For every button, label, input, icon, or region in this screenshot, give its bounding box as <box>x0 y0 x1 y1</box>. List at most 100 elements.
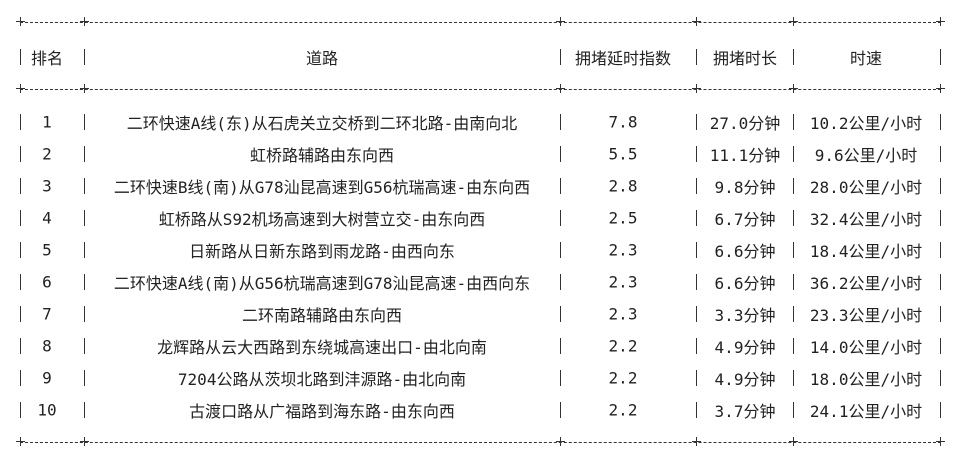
cell-road: 虹桥路辅路由东向西 <box>249 146 395 165</box>
column-separator <box>793 146 794 162</box>
border-corner <box>556 84 565 93</box>
cell-road: 二环南路辅路由东向西 <box>241 306 403 325</box>
cell-speed: 24.1公里/小时 <box>809 402 923 421</box>
cell-delay-index: 7.8 <box>608 112 638 132</box>
cell-rank: 3 <box>42 176 52 196</box>
column-separator <box>20 49 21 65</box>
table-border-line <box>20 22 941 23</box>
cell-rank: 1 <box>42 112 52 132</box>
column-separator <box>20 370 21 386</box>
header-speed: 时速 <box>849 49 883 68</box>
border-corner <box>936 437 945 446</box>
cell-road: 日新路从日新东路到雨龙路-由西向东 <box>189 242 455 261</box>
cell-delay-index: 2.2 <box>608 368 638 388</box>
cell-speed: 18.0公里/小时 <box>809 370 923 389</box>
column-separator <box>793 306 794 322</box>
cell-road: 二环快速A线(南)从G56杭瑞高速到G78汕昆高速-由西向东 <box>113 274 531 293</box>
cell-duration: 6.7分钟 <box>714 210 776 229</box>
column-separator <box>84 114 85 130</box>
border-corner <box>936 84 945 93</box>
cell-delay-index: 2.3 <box>608 304 638 324</box>
cell-speed: 9.6公里/小时 <box>814 146 918 165</box>
cell-duration: 6.6分钟 <box>714 274 776 293</box>
column-separator <box>560 146 561 162</box>
column-separator <box>696 274 697 290</box>
column-separator <box>793 210 794 226</box>
cell-road: 古渡口路从广福路到海东路-由东向西 <box>189 402 455 421</box>
border-corner <box>789 17 798 26</box>
cell-rank: 5 <box>42 240 52 260</box>
column-separator <box>793 402 794 418</box>
cell-duration: 4.9分钟 <box>714 338 776 357</box>
cell-road: 龙辉路从云大西路到东绕城高速出口-由北向南 <box>157 338 487 357</box>
column-separator <box>696 242 697 258</box>
border-corner <box>80 84 89 93</box>
column-separator <box>560 114 561 130</box>
border-corner <box>789 437 798 446</box>
cell-speed: 32.4公里/小时 <box>809 210 923 229</box>
column-separator <box>793 274 794 290</box>
table-border-line <box>20 442 941 443</box>
column-separator <box>560 178 561 194</box>
column-separator <box>560 210 561 226</box>
cell-duration: 3.7分钟 <box>714 402 776 421</box>
cell-speed: 28.0公里/小时 <box>809 178 923 197</box>
column-separator <box>940 274 941 290</box>
border-corner <box>692 84 701 93</box>
cell-speed: 36.2公里/小时 <box>809 274 923 293</box>
border-corner <box>556 437 565 446</box>
column-separator <box>84 146 85 162</box>
column-separator <box>84 402 85 418</box>
column-separator <box>940 370 941 386</box>
column-separator <box>696 306 697 322</box>
column-separator <box>20 178 21 194</box>
column-separator <box>20 274 21 290</box>
cell-speed: 10.2公里/小时 <box>809 114 923 133</box>
column-separator <box>696 114 697 130</box>
cell-rank: 4 <box>42 208 52 228</box>
column-separator <box>940 178 941 194</box>
cell-duration: 6.6分钟 <box>714 242 776 261</box>
column-separator <box>940 146 941 162</box>
column-separator <box>696 338 697 354</box>
cell-duration: 3.3分钟 <box>714 306 776 325</box>
cell-speed: 14.0公里/小时 <box>809 338 923 357</box>
column-separator <box>793 370 794 386</box>
border-corner <box>936 17 945 26</box>
column-separator <box>793 338 794 354</box>
column-separator <box>560 49 561 65</box>
border-corner <box>556 17 565 26</box>
cell-delay-index: 5.5 <box>608 144 638 164</box>
border-corner <box>16 84 25 93</box>
column-separator <box>696 370 697 386</box>
column-separator <box>940 338 941 354</box>
column-separator <box>940 242 941 258</box>
column-separator <box>84 370 85 386</box>
cell-road: 7204公路从茨坝北路到沣源路-由北向南 <box>177 370 467 389</box>
cell-rank: 10 <box>37 400 57 420</box>
column-separator <box>696 402 697 418</box>
column-separator <box>84 274 85 290</box>
cell-duration: 9.8分钟 <box>714 178 776 197</box>
border-corner <box>80 437 89 446</box>
border-corner <box>789 84 798 93</box>
header-delay-index: 拥堵延时指数 <box>574 49 672 68</box>
column-separator <box>940 210 941 226</box>
column-separator <box>696 49 697 65</box>
border-corner <box>692 437 701 446</box>
cell-duration: 11.1分钟 <box>709 146 781 165</box>
column-separator <box>560 274 561 290</box>
column-separator <box>560 402 561 418</box>
column-separator <box>940 49 941 65</box>
cell-rank: 9 <box>42 368 52 388</box>
column-separator <box>793 114 794 130</box>
column-separator <box>560 370 561 386</box>
cell-rank: 7 <box>42 304 52 324</box>
header-duration: 拥堵时长 <box>712 49 778 68</box>
border-corner <box>80 17 89 26</box>
column-separator <box>793 49 794 65</box>
column-separator <box>696 146 697 162</box>
header-rank: 排名 <box>30 49 64 68</box>
cell-duration: 27.0分钟 <box>709 114 781 133</box>
column-separator <box>940 402 941 418</box>
